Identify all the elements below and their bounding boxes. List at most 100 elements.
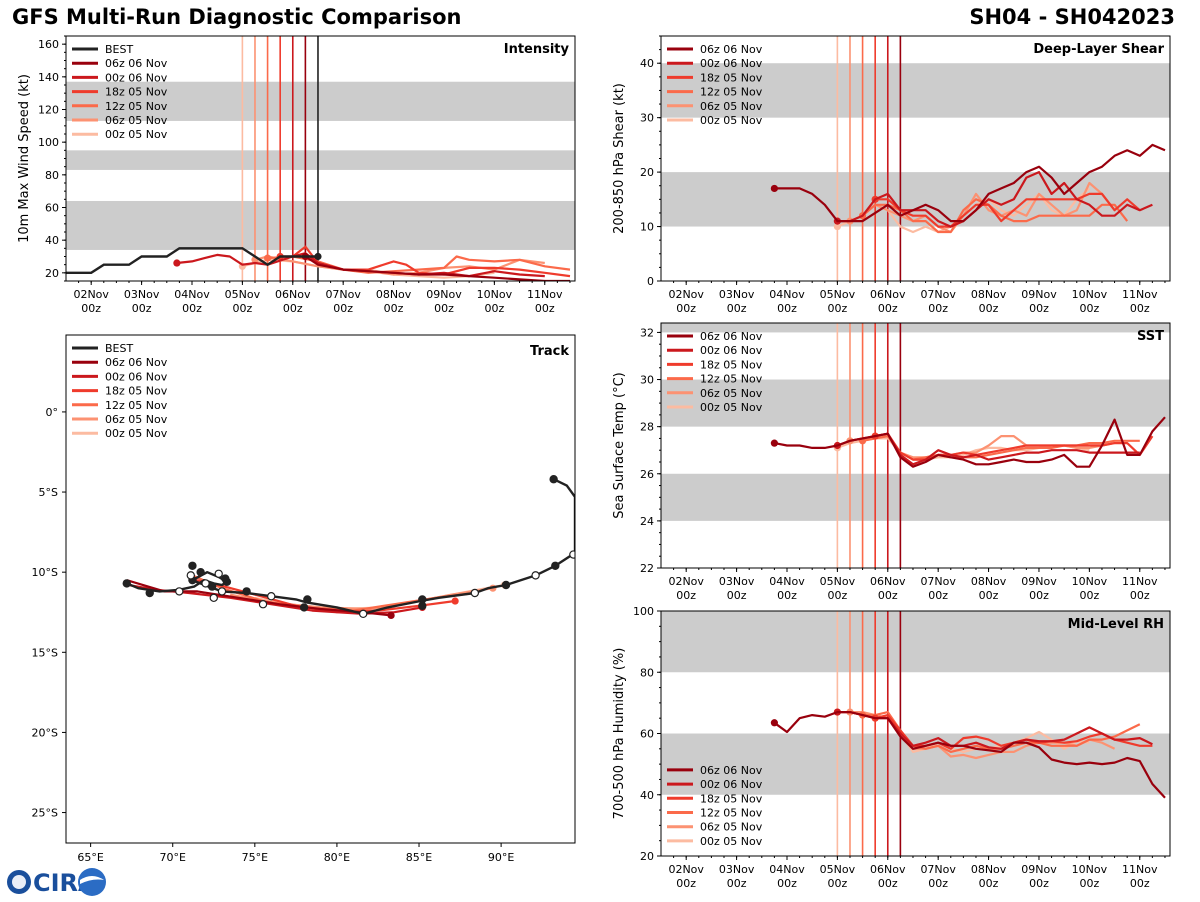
x-tick-label: 08Nov <box>971 575 1007 588</box>
x-tick-label-hour: 00z <box>827 302 847 315</box>
y-tick-label: 100 <box>38 136 59 149</box>
x-tick-label: 90°E <box>488 851 514 864</box>
legend-label: 00z 06 Nov <box>700 57 763 70</box>
x-tick-label-hour: 00z <box>1130 589 1150 602</box>
panel-intensity: 2040608010012014016002Nov00z03Nov00z04No… <box>17 35 576 315</box>
legend-label: 18z 05 Nov <box>105 86 168 99</box>
x-tick-label-hour: 00z <box>777 589 797 602</box>
track-start-marker-r0600 <box>387 611 395 620</box>
legend-label: 18z 05 Nov <box>700 358 763 371</box>
y-tick-label: 80 <box>45 169 59 182</box>
y-tick-label: 10°S <box>32 566 58 579</box>
x-tick-label-hour: 00z <box>1130 877 1150 890</box>
storm-id: SH04 - SH042023 <box>969 5 1175 29</box>
panel-shear: 01020304002Nov00z03Nov00z04Nov00z05Nov00… <box>612 35 1171 315</box>
x-tick-label-hour: 00z <box>878 589 898 602</box>
series-line-r0605 <box>254 255 545 276</box>
y-tick-label: 25°S <box>32 807 58 820</box>
x-tick-label-hour: 00z <box>928 302 948 315</box>
y-tick-label: 26 <box>640 468 654 481</box>
x-tick-label-hour: 00z <box>777 302 797 315</box>
legend-label: 06z 06 Nov <box>700 764 763 777</box>
x-tick-label-hour: 00z <box>1029 589 1049 602</box>
y-axis-label: 200-850 hPa Shear (kt) <box>612 83 627 234</box>
shaded-band <box>661 379 1170 427</box>
x-tick-label-hour: 00z <box>928 877 948 890</box>
series-start-marker-r1205 <box>263 254 272 262</box>
legend-label: BEST <box>105 43 133 56</box>
x-tick-label: 03Nov <box>124 288 160 301</box>
x-tick-label: 06Nov <box>870 575 906 588</box>
x-tick-label-hour: 00z <box>1079 589 1099 602</box>
y-tick-label: 20 <box>45 267 59 280</box>
best-track-marker <box>221 574 230 583</box>
legend-label: 06z 06 Nov <box>105 356 168 369</box>
figure-title: GFS Multi-Run Diagnostic Comparison <box>12 5 462 29</box>
x-tick-label: 08Nov <box>971 863 1007 876</box>
panel-title: Intensity <box>504 42 570 57</box>
legend-label: 06z 06 Nov <box>105 57 168 70</box>
y-tick-label: 40 <box>640 57 654 70</box>
best-track-marker <box>501 580 511 590</box>
legend-label: 06z 06 Nov <box>700 330 763 343</box>
best-track-marker <box>207 582 217 591</box>
panel-title: Track <box>530 344 569 359</box>
x-tick-label-hour: 00z <box>928 589 948 602</box>
y-tick-label: 160 <box>38 38 59 51</box>
series-start-marker-r0600 <box>770 439 778 447</box>
panel-rh: 2040608010002Nov00z03Nov00z04Nov00z05Nov… <box>612 605 1171 890</box>
legend-label: 06z 06 Nov <box>700 43 763 56</box>
legend-label: 00z 05 Nov <box>700 114 763 127</box>
shaded-band <box>661 172 1170 227</box>
x-tick-label: 08Nov <box>376 288 412 301</box>
legend-label: 00z 05 Nov <box>700 401 763 414</box>
logo-swirl <box>80 876 104 884</box>
y-axis-label: 10m Max Wind Speed (kt) <box>17 74 32 243</box>
cira-logo: CIRA <box>4 866 108 898</box>
best-track-marker <box>358 609 368 619</box>
x-tick-label-hour: 00z <box>727 877 747 890</box>
x-tick-label: 09Nov <box>1021 575 1057 588</box>
y-axis-label: 700-500 hPa Humidity (%) <box>612 648 627 820</box>
series-line-r0600 <box>774 416 1166 468</box>
series-line-best <box>66 247 318 274</box>
cira-logo-icon: CIRA <box>7 868 106 897</box>
legend-label: 12z 05 Nov <box>700 807 763 820</box>
legend-label: 18z 05 Nov <box>700 792 763 805</box>
y-tick-label: 120 <box>38 104 59 117</box>
best-track-marker <box>531 571 540 580</box>
x-tick-label-hour: 00z <box>484 302 504 315</box>
x-tick-label-hour: 00z <box>827 589 847 602</box>
series-line-r0600 <box>304 255 570 281</box>
legend-label: 00z 05 Nov <box>105 128 168 141</box>
best-track-marker <box>214 569 223 578</box>
y-tick-label: 5°S <box>39 486 58 499</box>
series-start-marker-r0000 <box>173 259 181 267</box>
x-tick-label-hour: 00z <box>182 302 202 315</box>
best-track-marker <box>186 571 195 580</box>
x-tick-label-hour: 00z <box>81 302 101 315</box>
legend-label: 12z 05 Nov <box>700 86 763 99</box>
legend-label: 18z 05 Nov <box>105 385 168 398</box>
shaded-band <box>661 473 1170 521</box>
x-tick-label-hour: 00z <box>434 302 454 315</box>
series-start-marker-r0600 <box>770 719 778 727</box>
best-track-marker <box>201 579 210 588</box>
shaded-band <box>66 150 575 170</box>
panel-sst: 22242628303202Nov00z03Nov00z04Nov00z05No… <box>612 322 1171 602</box>
axes-frame <box>660 322 1171 569</box>
panel-title: SST <box>1137 329 1164 344</box>
best-marker <box>314 252 322 261</box>
x-tick-label: 03Nov <box>719 863 755 876</box>
y-tick-label: 20°S <box>32 726 58 739</box>
legend-label: 00z 06 Nov <box>105 71 168 84</box>
legend-label: 06z 05 Nov <box>700 387 763 400</box>
x-tick-label: 10Nov <box>1072 863 1108 876</box>
y-axis-label: Sea Surface Temp (°C) <box>612 372 627 519</box>
x-tick-label-hour: 00z <box>878 302 898 315</box>
x-tick-label-hour: 00z <box>727 589 747 602</box>
x-tick-label-hour: 00z <box>333 302 353 315</box>
y-tick-label: 20 <box>640 166 654 179</box>
